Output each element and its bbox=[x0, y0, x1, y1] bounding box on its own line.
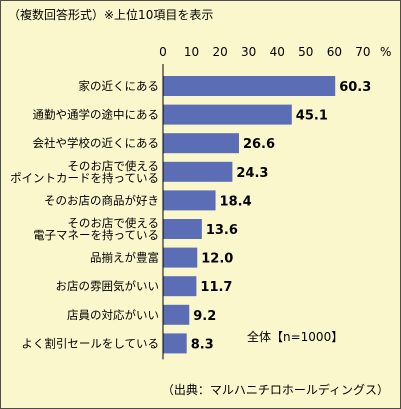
bar bbox=[163, 247, 198, 268]
value-label: 13.6 bbox=[206, 223, 238, 238]
category-label: そのお店の商品が好き bbox=[44, 193, 159, 207]
sample-size-note: 全体【n=1000】 bbox=[247, 329, 343, 344]
x-tick-label: 30 bbox=[241, 45, 256, 59]
value-label: 26.6 bbox=[243, 137, 275, 152]
bar bbox=[163, 219, 202, 239]
value-label: 45.1 bbox=[296, 109, 328, 124]
source-note: （出典：マルハニチロホールディングス） bbox=[162, 382, 389, 397]
x-tick-label: 0 bbox=[159, 45, 167, 59]
x-tick-label: 60 bbox=[327, 45, 342, 59]
value-label: 18.4 bbox=[220, 194, 252, 209]
value-label: 60.3 bbox=[339, 80, 371, 95]
value-label: 8.3 bbox=[191, 337, 214, 352]
category-label: 店員の対応がいい bbox=[67, 308, 159, 322]
value-label: 12.0 bbox=[201, 252, 233, 267]
category-label: そのお店で使える電子マネーを持っている bbox=[33, 216, 159, 242]
category-label: そのお店で使えるポイントカードを持っている bbox=[10, 159, 159, 185]
x-tick-label: 20 bbox=[212, 45, 227, 59]
bar bbox=[163, 304, 190, 325]
x-tick-label: 10 bbox=[184, 45, 199, 59]
bar bbox=[163, 133, 239, 154]
bar bbox=[163, 104, 292, 125]
x-tick-label: 40 bbox=[270, 45, 285, 59]
unit-label: % bbox=[380, 45, 391, 59]
category-label: 会社や学校の近くにある bbox=[33, 136, 160, 150]
x-tick-label: 70 bbox=[355, 45, 370, 59]
x-tick-label: 50 bbox=[298, 45, 313, 59]
category-label: 通勤や通学の途中にある bbox=[33, 108, 160, 122]
chart-note: （複数回答形式）※上位10項目を表示 bbox=[8, 7, 213, 22]
bar bbox=[163, 161, 233, 182]
value-label: 24.3 bbox=[236, 166, 268, 181]
category-label: お店の雰囲気がいい bbox=[56, 279, 160, 293]
category-label: 品揃えが豊富 bbox=[90, 251, 159, 265]
bar bbox=[163, 276, 197, 297]
value-label: 9.2 bbox=[193, 309, 216, 324]
category-label: よく割引セールをしている bbox=[21, 336, 159, 350]
value-label: 11.7 bbox=[200, 280, 232, 295]
bar bbox=[163, 333, 187, 354]
bar bbox=[163, 76, 336, 96]
bar bbox=[163, 190, 216, 211]
category-label: 家の近くにある bbox=[79, 79, 160, 93]
